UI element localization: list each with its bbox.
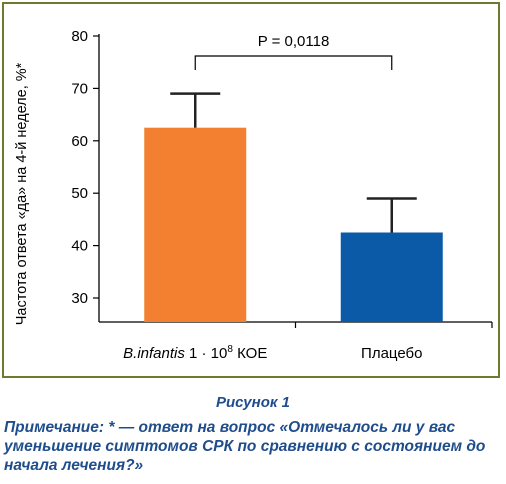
p-value-label: P = 0,0118 [258,33,330,50]
significance-annotation: P = 0,0118 [194,33,393,70]
error-bars-group [170,92,417,233]
bar-1 [340,232,443,322]
bar-0 [144,127,247,322]
chart-frame: 30 40 50 60 70 80 B.infantis 1 · 108 КОЕ Плацеб… [2,2,500,378]
x-tick-label-1: Плацебо [361,345,422,362]
chart-axes: 30 40 50 60 70 80 B.infantis 1 · 108 КОЕ Плацеб… [71,28,493,362]
figure-note: Примечание: * — ответ на вопрос «Отмечал… [4,418,502,475]
significance-bracket [194,55,393,70]
y-tick-label-40: 40 [71,238,88,255]
figure-caption: Рисунок 1 [216,394,290,411]
y-tick-label-50: 50 [71,185,88,202]
y-tick-label-30: 30 [71,290,88,307]
y-axis-label: Частота ответа «да» на 4-й неделе, %* [14,62,30,325]
x-tick-label-0: B.infantis 1 · 108 КОЕ [123,344,267,362]
y-tick-label-60: 60 [71,133,88,150]
note-head: Примечание: [4,419,105,436]
y-tick-label-70: 70 [71,80,88,97]
bar-chart: 30 40 50 60 70 80 B.infantis 1 · 108 КОЕ Плацеб… [14,28,493,362]
note-text: * — ответ на вопрос «Отмечалось ли у вас… [4,419,486,474]
bars-group [144,127,443,322]
y-tick-label-80: 80 [71,28,88,45]
